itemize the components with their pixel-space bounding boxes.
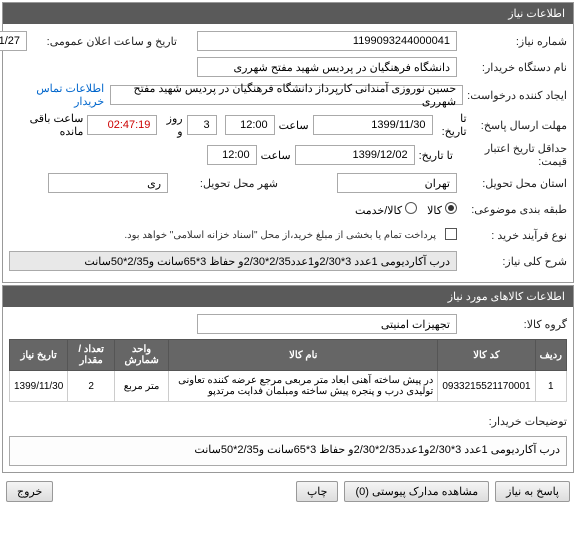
province-label: استان محل تحویل: — [457, 177, 567, 190]
col-name: نام کالا — [169, 340, 438, 371]
buyer-desc-label: توضیحات خریدار: — [457, 415, 567, 428]
installment-note: پرداخت تمام یا بخشی از مبلغ خرید،از محل … — [124, 230, 436, 241]
to-date-label: تا تاریخ: — [437, 112, 467, 138]
budget-label: طبقه بندی موضوعی: — [457, 203, 567, 216]
installment-checkbox[interactable] — [442, 228, 457, 243]
col-row: ردیف — [535, 340, 566, 371]
remain-label: ساعت باقی مانده — [13, 112, 83, 138]
time-label-1: ساعت — [279, 119, 309, 132]
exit-button[interactable]: خروج — [6, 481, 53, 502]
reply-button[interactable]: پاسخ به نیاز — [495, 481, 570, 502]
city-label: شهر محل تحویل: — [168, 177, 278, 190]
need-no-label: شماره نیاز: — [457, 35, 567, 48]
contact-link[interactable]: اطلاعات تماس خریدار — [9, 82, 104, 108]
buyer-value: دانشگاه فرهنگیان در پردیس شهید مفتح شهرر… — [197, 57, 457, 77]
cell-code: 0933215521170001 — [438, 371, 535, 402]
attachments-button[interactable]: مشاهده مدارک پیوستی (0) — [344, 481, 489, 502]
creator-label: ایجاد کننده درخواست: — [463, 89, 567, 102]
days-label: روز و — [161, 112, 182, 138]
cell-name: در پیش ساخته آهنی ابعاد متر مربعی مرجع ع… — [169, 371, 438, 402]
buyer-label: نام دستگاه خریدار: — [457, 61, 567, 74]
days-left: 3 — [187, 115, 217, 135]
deadline-time: 12:00 — [225, 115, 275, 135]
cell-row: 1 — [535, 371, 566, 402]
announce-label: تاریخ و ساعت اعلان عمومی: — [27, 35, 177, 48]
process-label: نوع فرآیند خرید : — [457, 229, 567, 242]
creator-value: حسین نوروزی آمندانی کارپرداز دانشگاه فره… — [110, 85, 463, 105]
countdown: 02:47:19 — [87, 115, 157, 135]
panel-header-goods: اطلاعات کالاهای مورد نیاز — [3, 286, 573, 307]
radio-service[interactable]: کالا/خدمت — [355, 202, 417, 217]
goods-table: ردیف کد کالا نام کالا واحد شمارش تعداد /… — [9, 339, 567, 402]
group-label: گروه کالا: — [457, 318, 567, 331]
print-button[interactable]: چاپ — [296, 481, 339, 502]
col-unit: واحد شمارش — [114, 340, 168, 371]
deadline-date: 1399/11/30 — [313, 115, 433, 135]
validity-time: 12:00 — [207, 145, 257, 165]
cell-date: 1399/11/30 — [10, 371, 68, 402]
announce-value: 1399/11/27 - 09:03 — [0, 31, 27, 51]
radio-goods[interactable]: کالا — [427, 202, 457, 217]
table-row: 1 0933215521170001 در پیش ساخته آهنی ابع… — [10, 371, 567, 402]
deadline-label: مهلت ارسال پاسخ: — [471, 119, 567, 132]
buyer-desc-value: درب آکاردیومی 1عدد 3*2/30و1عدد2/35*2/30و… — [9, 436, 567, 466]
col-qty: تعداد / مقدار — [68, 340, 115, 371]
col-date: تاریخ نیاز — [10, 340, 68, 371]
need-title-value: درب آکاردیومی 1عدد 3*2/30و1عدد2/35*2/30و… — [9, 251, 457, 271]
validity-to-label: تا تاریخ: — [419, 149, 453, 162]
need-title-label: شرح کلی نیاز: — [457, 255, 567, 268]
province-value: تهران — [337, 173, 457, 193]
cell-qty: 2 — [68, 371, 115, 402]
need-no-value: 1199093244000041 — [197, 31, 457, 51]
validity-date: 1399/12/02 — [295, 145, 415, 165]
budget-radio-group: کالا کالا/خدمت — [355, 202, 457, 217]
cell-unit: متر مربع — [114, 371, 168, 402]
group-value: تجهیزات امنیتی — [197, 314, 457, 334]
panel-header-need: اطلاعات نیاز — [3, 3, 573, 24]
time-label-2: ساعت — [261, 149, 291, 162]
validity-label: حداقل تاریخ اعتبار قیمت: — [457, 142, 567, 168]
city-value: ری — [48, 173, 168, 193]
col-code: کد کالا — [438, 340, 535, 371]
